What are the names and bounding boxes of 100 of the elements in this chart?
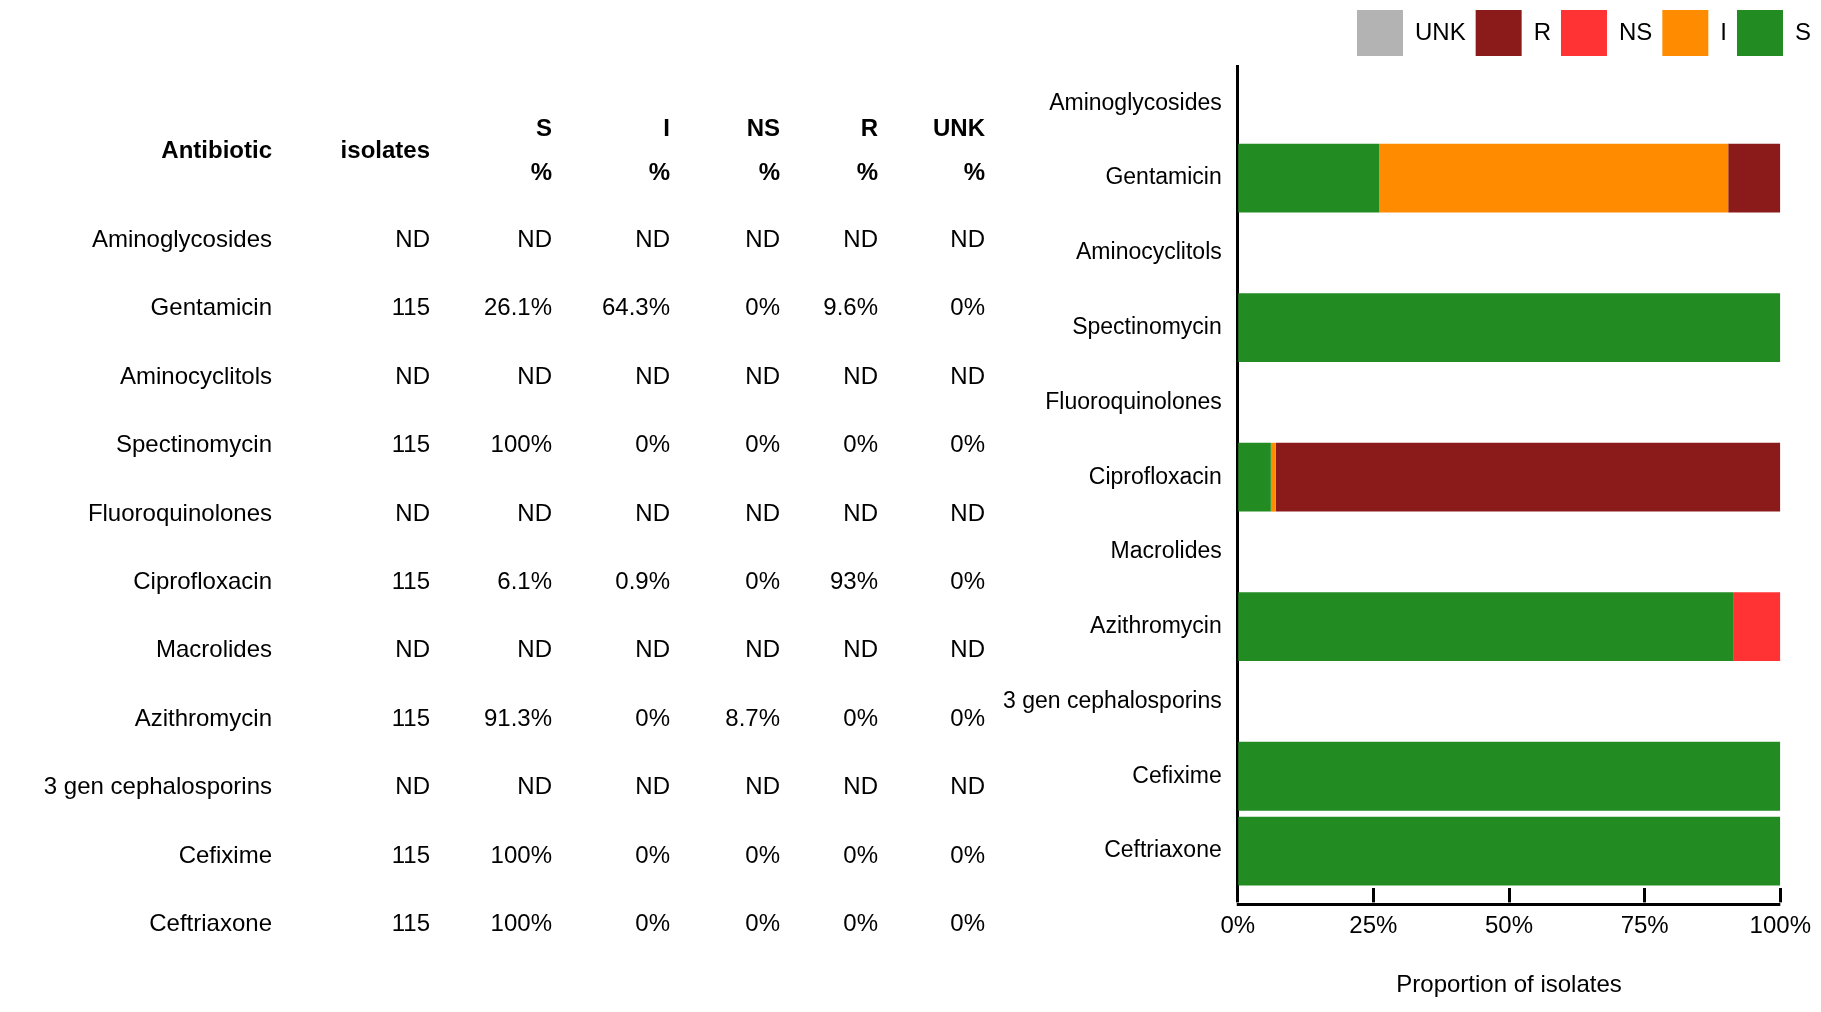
- text: %: [530, 158, 552, 186]
- text: 0%: [950, 567, 985, 595]
- text: 9.6%: [823, 293, 878, 322]
- text: ND: [843, 772, 878, 801]
- text: ND: [395, 635, 430, 664]
- text: ND: [395, 361, 430, 390]
- text: 0%: [950, 293, 985, 322]
- text: Ciprofloxacin: [133, 567, 272, 595]
- text: %: [648, 158, 670, 186]
- text: 115: [391, 703, 430, 732]
- y-tick-label: 3 gen cephalosporins: [1003, 686, 1222, 713]
- y-tick-label: Ciprofloxacin: [1088, 462, 1222, 489]
- text: 115: [391, 293, 430, 322]
- text: ND: [517, 498, 552, 527]
- text: ND: [950, 498, 985, 527]
- text: ND: [950, 225, 985, 253]
- text: I: [663, 114, 670, 142]
- text: %: [758, 158, 780, 186]
- text: ND: [950, 361, 985, 390]
- text: 91.3%: [483, 703, 552, 732]
- text: NS: [746, 114, 780, 142]
- text: 93%: [829, 567, 878, 595]
- text: 0%: [745, 293, 780, 322]
- text: isolates: [340, 136, 430, 164]
- text: ND: [517, 225, 552, 253]
- bar: [1238, 592, 1734, 662]
- text: UNK: [933, 114, 985, 142]
- text: 100%: [490, 840, 552, 869]
- text: ND: [635, 361, 670, 390]
- x-tick-label: 25%: [1349, 911, 1398, 939]
- text: 0%: [950, 430, 985, 459]
- bar: [1733, 592, 1781, 662]
- text: Aminoglycosides: [91, 225, 272, 253]
- text: 115: [391, 430, 430, 459]
- text: 0%: [635, 840, 670, 869]
- text: 0%: [745, 567, 780, 595]
- text: Ceftriaxone: [149, 909, 272, 937]
- text: ND: [950, 772, 985, 801]
- text: 3 gen cephalosporins: [43, 772, 272, 801]
- text: ND: [395, 225, 430, 253]
- text: 64.3%: [601, 293, 670, 322]
- text: 26.1%: [483, 293, 552, 322]
- x-tick-label: 0%: [1220, 911, 1256, 939]
- text: 115: [391, 909, 430, 937]
- text: 0%: [950, 840, 985, 869]
- text: ND: [745, 635, 780, 664]
- bar: [1728, 143, 1781, 213]
- text: Spectinomycin: [115, 430, 272, 459]
- text: ND: [517, 635, 552, 664]
- text: ND: [517, 361, 552, 390]
- bar: [1238, 293, 1781, 363]
- text: ND: [635, 635, 670, 664]
- legend-label: NS: [1618, 17, 1653, 45]
- bar: [1238, 442, 1271, 512]
- text: 0%: [950, 703, 985, 732]
- text: 0%: [635, 703, 670, 732]
- y-tick-label: Ceftriaxone: [1104, 836, 1222, 863]
- text: ND: [635, 498, 670, 527]
- text: 115: [391, 567, 430, 595]
- y-tick-label: Spectinomycin: [1072, 313, 1222, 340]
- text: ND: [950, 635, 985, 664]
- text: ND: [745, 772, 780, 801]
- text: 0%: [843, 430, 878, 459]
- bar: [1238, 816, 1781, 886]
- bar: [1270, 442, 1276, 512]
- text: Gentamicin: [150, 293, 272, 322]
- bar: [1238, 741, 1781, 811]
- text: Fluoroquinolones: [87, 498, 272, 527]
- text: ND: [517, 772, 552, 801]
- text: ND: [843, 498, 878, 527]
- y-tick-label: Azithromycin: [1090, 612, 1222, 639]
- bar: [1275, 442, 1781, 512]
- bar: [1379, 143, 1729, 213]
- text: 0%: [843, 840, 878, 869]
- y-tick-label: Aminocyclitols: [1076, 238, 1222, 265]
- y-tick-label: Cefixime: [1132, 761, 1222, 788]
- text: ND: [635, 772, 670, 801]
- text: 0.9%: [615, 567, 670, 595]
- text: R: [860, 114, 878, 142]
- x-tick-label: 75%: [1620, 911, 1669, 939]
- text: ND: [843, 361, 878, 390]
- text: ND: [395, 498, 430, 527]
- legend-label: I: [1720, 17, 1727, 45]
- text: ND: [745, 225, 780, 253]
- text: ND: [745, 361, 780, 390]
- text: 115: [391, 840, 430, 869]
- y-tick-label: Macrolides: [1110, 537, 1222, 564]
- text: S: [535, 114, 552, 142]
- x-tick-label: 100%: [1749, 911, 1811, 939]
- text: 8.7%: [725, 703, 780, 732]
- text: ND: [395, 772, 430, 801]
- legend-label: R: [1533, 17, 1551, 45]
- text: Azithromycin: [134, 703, 272, 732]
- y-tick-label: Gentamicin: [1105, 163, 1222, 190]
- y-tick-label: Aminoglycosides: [1049, 88, 1222, 115]
- text: %: [856, 158, 878, 186]
- y-tick-label: Fluoroquinolones: [1045, 387, 1222, 414]
- text: Cefixime: [178, 840, 272, 869]
- text: %: [963, 158, 985, 186]
- bar: [1238, 143, 1380, 213]
